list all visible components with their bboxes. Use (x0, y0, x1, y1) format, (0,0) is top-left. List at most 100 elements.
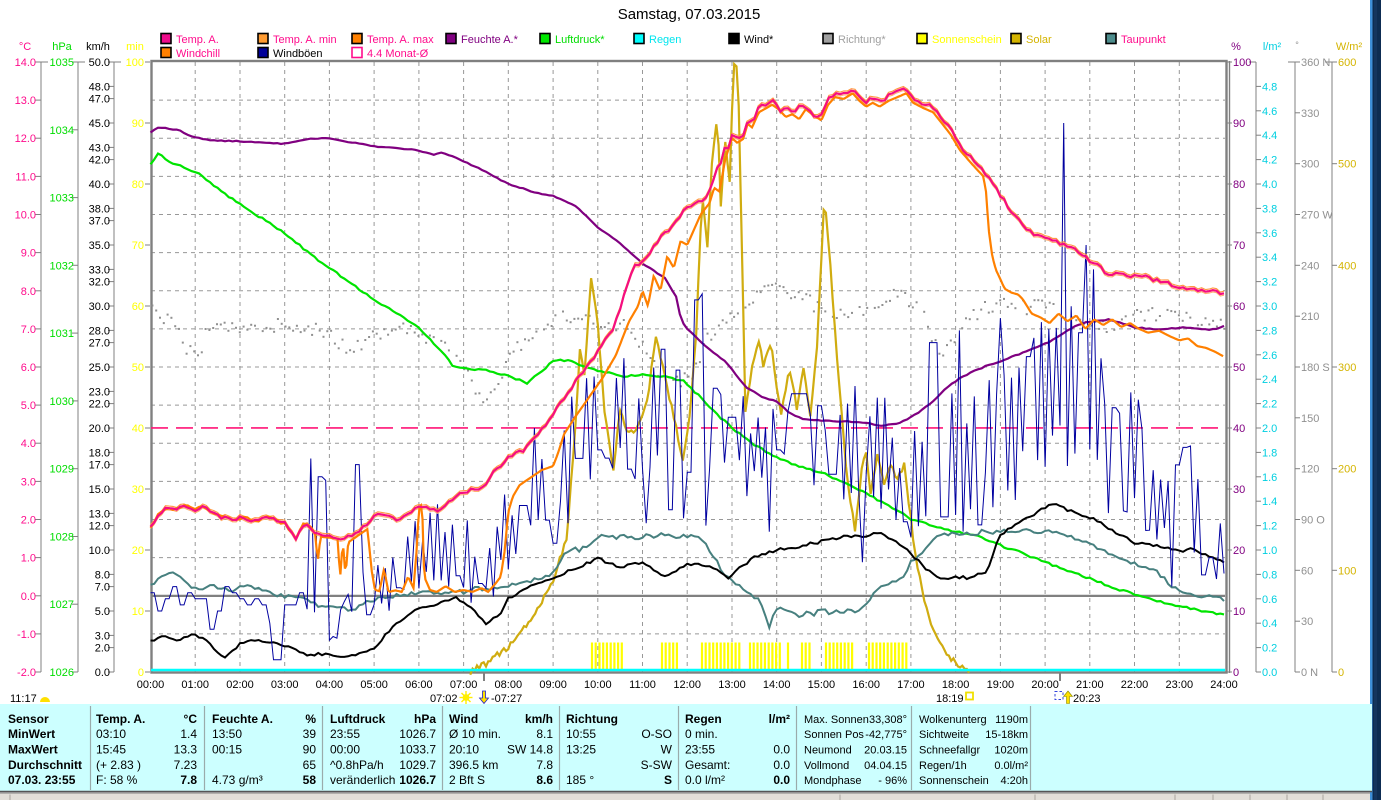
svg-text:42.0: 42.0 (89, 155, 110, 167)
svg-text:09:00: 09:00 (539, 679, 567, 691)
svg-text:hPa: hPa (52, 41, 72, 53)
svg-text:km/h: km/h (86, 41, 110, 53)
svg-text:15.0: 15.0 (89, 484, 110, 496)
svg-text:0.6: 0.6 (1262, 594, 1277, 606)
svg-text:3.2: 3.2 (1262, 277, 1277, 289)
svg-text:60: 60 (132, 301, 144, 313)
svg-text:11.0: 11.0 (15, 171, 36, 183)
svg-text:1026.7: 1026.7 (399, 773, 436, 787)
svg-text:7.0: 7.0 (21, 324, 36, 336)
svg-text:396.5 km: 396.5 km (449, 758, 498, 772)
svg-text:20.0: 20.0 (89, 423, 110, 435)
svg-text:l/m²: l/m² (1263, 41, 1282, 53)
svg-text:0 N: 0 N (1301, 667, 1318, 679)
svg-text:0.0 l/m²: 0.0 l/m² (685, 773, 725, 787)
svg-text:S-SW: S-SW (641, 758, 673, 772)
svg-text:10: 10 (132, 606, 144, 618)
svg-text:3.4: 3.4 (1262, 252, 1277, 264)
svg-text:km/h: km/h (525, 712, 553, 726)
svg-text:30.0: 30.0 (89, 301, 110, 313)
svg-text:23:55: 23:55 (685, 743, 715, 757)
svg-text:210: 210 (1301, 311, 1319, 323)
svg-text:30: 30 (1301, 616, 1313, 628)
svg-text:33,308°: 33,308° (869, 714, 907, 726)
svg-text:8.0: 8.0 (21, 286, 36, 298)
svg-text:0: 0 (1233, 667, 1239, 679)
svg-text:-1.0: -1.0 (17, 629, 36, 641)
svg-text:Windchill: Windchill (176, 48, 220, 60)
svg-text:23:00: 23:00 (1166, 679, 1194, 691)
svg-text:2.0: 2.0 (1262, 423, 1277, 435)
svg-text:1026: 1026 (50, 667, 74, 679)
svg-text:SW 14.8: SW 14.8 (507, 743, 553, 757)
svg-text:%: % (1231, 41, 1241, 53)
svg-text:Temp. A.: Temp. A. (96, 712, 145, 726)
svg-text:3.8: 3.8 (1262, 203, 1277, 215)
svg-text:l/m²: l/m² (769, 712, 790, 726)
svg-text:38.0: 38.0 (89, 203, 110, 215)
svg-text:(+ 2.83 ): (+ 2.83 ) (96, 758, 141, 772)
svg-text:04:00: 04:00 (316, 679, 344, 691)
svg-text:400: 400 (1338, 260, 1356, 272)
svg-text:40: 40 (1233, 423, 1245, 435)
svg-text:360 N: 360 N (1301, 57, 1330, 69)
svg-text:11:00: 11:00 (629, 679, 656, 691)
svg-text:300: 300 (1338, 362, 1356, 374)
svg-text:Vollmond: Vollmond (804, 760, 849, 772)
svg-text:80: 80 (132, 179, 144, 191)
svg-text:12.0: 12.0 (89, 521, 110, 533)
svg-text:4.0: 4.0 (21, 438, 36, 450)
svg-text:330: 330 (1301, 108, 1319, 120)
svg-text:O-SO: O-SO (641, 727, 672, 741)
svg-text:12.0: 12.0 (15, 133, 36, 145)
svg-text:-42,775°: -42,775° (865, 729, 907, 741)
svg-text:7.8: 7.8 (536, 758, 553, 772)
svg-text:MinWert: MinWert (8, 727, 55, 741)
svg-text:0.0: 0.0 (773, 758, 790, 772)
svg-text:Temp. A. max: Temp. A. max (367, 34, 434, 46)
svg-text:07:00: 07:00 (450, 679, 478, 691)
svg-text:1.0: 1.0 (1262, 545, 1277, 557)
svg-text:0 min.: 0 min. (685, 727, 718, 741)
svg-text:80: 80 (1233, 179, 1245, 191)
svg-text:19:00: 19:00 (987, 679, 1015, 691)
svg-text:Sensor: Sensor (8, 712, 49, 726)
svg-text:Durchschnitt: Durchschnitt (8, 758, 82, 772)
svg-text:MaxWert: MaxWert (8, 743, 58, 757)
svg-text:Richtung*: Richtung* (838, 34, 886, 46)
svg-text:90 O: 90 O (1301, 515, 1325, 527)
svg-text:1026.7: 1026.7 (399, 727, 436, 741)
svg-text:Regen/1h: Regen/1h (919, 760, 967, 772)
svg-text:13.3: 13.3 (174, 743, 198, 757)
svg-text:03:10: 03:10 (96, 727, 126, 741)
svg-text:13:25: 13:25 (566, 743, 596, 757)
svg-text:F: 58 %: F: 58 % (96, 773, 138, 787)
svg-text:6.0: 6.0 (21, 362, 36, 374)
svg-text:0.0: 0.0 (21, 591, 36, 603)
svg-text:4.2: 4.2 (1262, 155, 1277, 167)
svg-text:1029.7: 1029.7 (399, 758, 436, 772)
svg-text:3.0: 3.0 (21, 476, 36, 488)
svg-text:Wind: Wind (449, 712, 478, 726)
svg-text:33.0: 33.0 (89, 264, 110, 276)
svg-text:150: 150 (1301, 413, 1319, 425)
svg-text:8.6: 8.6 (536, 773, 553, 787)
svg-text:0: 0 (1338, 667, 1344, 679)
svg-text:07.03. 23:55: 07.03. 23:55 (8, 773, 76, 787)
svg-text:Solar: Solar (1026, 34, 1052, 46)
svg-text:Luftdruck*: Luftdruck* (555, 34, 605, 46)
svg-text:4.6: 4.6 (1262, 106, 1277, 118)
svg-text:Sonnenschein: Sonnenschein (919, 775, 989, 787)
svg-text:18.0: 18.0 (89, 447, 110, 459)
svg-text:-2.0: -2.0 (17, 667, 36, 679)
svg-text:1.4: 1.4 (1262, 496, 1277, 508)
svg-text:5.0: 5.0 (21, 400, 36, 412)
svg-text:02:00: 02:00 (226, 679, 254, 691)
svg-text:13:50: 13:50 (212, 727, 242, 741)
svg-text:17:00: 17:00 (897, 679, 925, 691)
svg-text:90: 90 (132, 118, 144, 130)
svg-text:17.0: 17.0 (89, 460, 110, 472)
svg-text:18:19: 18:19 (936, 693, 964, 705)
svg-text:1033: 1033 (50, 193, 74, 205)
svg-text:7.23: 7.23 (174, 758, 198, 772)
